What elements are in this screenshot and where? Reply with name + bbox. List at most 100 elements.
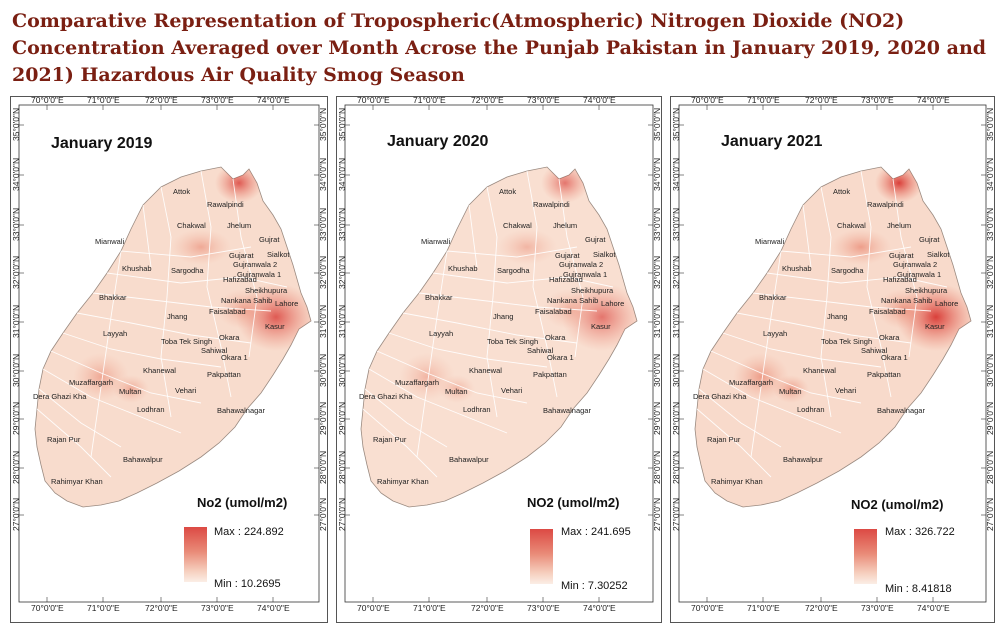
longitude-tick-label: 70°0'0"E: [691, 95, 724, 105]
legend-max-label: Max : 224.892: [214, 526, 284, 538]
city-label: Dera Ghazi Kha: [359, 392, 413, 401]
latitude-tick-label: 29°0'0"N: [985, 401, 995, 435]
city-label: Sheikhupura: [905, 286, 948, 295]
longitude-tick-label: 72°0'0"E: [471, 95, 504, 105]
map-panel-2: 70°0'0"E 70°0'0"E 71°0'0"E 71°0'0"E 72°0'0"E…: [336, 95, 662, 623]
legend-min-label: Min : 10.2695: [214, 578, 281, 590]
longitude-tick-label: 73°0'0"E: [201, 603, 234, 613]
city-label: Muzaffargarh: [69, 378, 114, 387]
longitude-tick-label: 71°0'0"E: [413, 603, 446, 613]
longitude-tick-label: 70°0'0"E: [691, 603, 724, 613]
city-label: Okara 1: [221, 353, 248, 362]
city-label: Layyah: [429, 329, 454, 338]
city-label: Toba Tek Singh: [487, 337, 539, 346]
city-label: Vehari: [175, 386, 197, 395]
city-label: Hafizabad: [883, 275, 917, 284]
city-label: Chakwal: [837, 221, 866, 230]
longitude-tick-label: 71°0'0"E: [747, 603, 780, 613]
latitude-tick-label: 35°0'0"N: [985, 107, 995, 141]
city-label: Muzaffargarh: [729, 378, 774, 387]
longitude-tick-label: 73°0'0"E: [527, 95, 560, 105]
longitude-tick-label: 74°0'0"E: [583, 603, 616, 613]
city-label: Kasur: [591, 322, 611, 331]
city-label: Gujrat: [919, 235, 940, 244]
city-label: Rawalpindi: [867, 200, 904, 209]
city-label: Gujranwala 1: [897, 270, 942, 279]
legend-color-ramp: [530, 529, 553, 584]
city-label: Vehari: [835, 386, 857, 395]
city-label: Gujranwala 2: [893, 260, 938, 269]
latitude-tick-label: 34°0'0"N: [652, 157, 662, 191]
latitude-tick-label: 34°0'0"N: [337, 157, 347, 191]
map-frame: [678, 104, 987, 603]
longitude-tick-label: 74°0'0"E: [257, 95, 290, 105]
latitude-tick-label: 34°0'0"N: [318, 157, 328, 191]
city-label: Bahawalnagar: [543, 406, 591, 415]
latitude-tick-label: 30°0'0"N: [318, 353, 328, 387]
city-label: Pakpattan: [533, 370, 567, 379]
longitude-tick-label: 70°0'0"E: [357, 95, 390, 105]
map-frame: [344, 104, 654, 603]
latitude-tick-label: 29°0'0"N: [652, 401, 662, 435]
city-label: Kasur: [265, 322, 285, 331]
map-title: January 2021: [721, 133, 823, 150]
legend-color-ramp: [854, 529, 877, 584]
city-label: Lahore: [275, 299, 299, 308]
latitude-tick-label: 32°0'0"N: [671, 255, 681, 289]
longitude-tick-label: 74°0'0"E: [917, 603, 950, 613]
city-label: Faisalabad: [535, 307, 572, 316]
latitude-tick-label: 35°0'0"N: [11, 107, 21, 141]
longitude-tick-label: 72°0'0"E: [145, 95, 178, 105]
city-label: Jhelum: [553, 221, 578, 230]
city-label: Sialkot: [927, 250, 950, 259]
latitude-tick-label: 34°0'0"N: [11, 157, 21, 191]
city-label: Mianwali: [755, 237, 785, 246]
city-label: Toba Tek Singh: [161, 337, 213, 346]
city-label: Mianwali: [421, 237, 451, 246]
city-label: Gujrat: [259, 235, 280, 244]
longitude-tick-label: 70°0'0"E: [31, 603, 64, 613]
latitude-tick-label: 33°0'0"N: [11, 207, 21, 241]
latitude-tick-label: 35°0'0"N: [337, 107, 347, 141]
no2-map: [18, 104, 320, 603]
city-label: Jhang: [827, 312, 848, 321]
no2-map: [678, 104, 987, 603]
longitude-tick-label: 74°0'0"E: [917, 95, 950, 105]
latitude-tick-label: 32°0'0"N: [337, 255, 347, 289]
latitude-tick-label: 31°0'0"N: [318, 304, 328, 338]
city-label: Khushab: [448, 264, 478, 273]
city-label: Gujarat: [555, 251, 580, 260]
legend-color-ramp: [184, 527, 207, 582]
city-label: Gujranwala 1: [237, 270, 282, 279]
latitude-tick-label: 33°0'0"N: [652, 207, 662, 241]
longitude-tick-label: 71°0'0"E: [413, 95, 446, 105]
latitude-tick-label: 31°0'0"N: [985, 304, 995, 338]
longitude-tick-label: 73°0'0"E: [861, 95, 894, 105]
city-label: Sahiwal: [861, 346, 888, 355]
city-label: Bahawalpur: [783, 455, 823, 464]
no2-map: [344, 104, 654, 603]
city-label: Attok: [173, 187, 191, 196]
city-label: Sahiwal: [201, 346, 228, 355]
latitude-tick-label: 29°0'0"N: [318, 401, 328, 435]
city-label: Lahore: [601, 299, 625, 308]
latitude-tick-label: 28°0'0"N: [318, 450, 328, 484]
city-label: Khanewal: [143, 366, 176, 375]
legend-title: NO2 (umol/m2): [851, 497, 944, 512]
city-label: Jhang: [493, 312, 514, 321]
city-label: Kasur: [925, 322, 945, 331]
latitude-tick-label: 27°0'0"N: [11, 497, 21, 531]
city-label: Okara 1: [547, 353, 574, 362]
latitude-tick-label: 31°0'0"N: [11, 304, 21, 338]
city-label: Gujrat: [585, 235, 606, 244]
city-label: Lodhran: [463, 405, 491, 414]
latitude-tick-label: 28°0'0"N: [337, 450, 347, 484]
city-label: Sargodha: [171, 266, 204, 275]
map-panel-1: 70°0'0"E 70°0'0"E 71°0'0"E 71°0'0"E 72°0'0"E…: [10, 95, 328, 623]
city-label: Khanewal: [803, 366, 836, 375]
latitude-tick-label: 28°0'0"N: [985, 450, 995, 484]
latitude-tick-label: 27°0'0"N: [985, 497, 995, 531]
city-label: Faisalabad: [869, 307, 906, 316]
latitude-tick-label: 33°0'0"N: [337, 207, 347, 241]
longitude-tick-label: 71°0'0"E: [87, 603, 120, 613]
